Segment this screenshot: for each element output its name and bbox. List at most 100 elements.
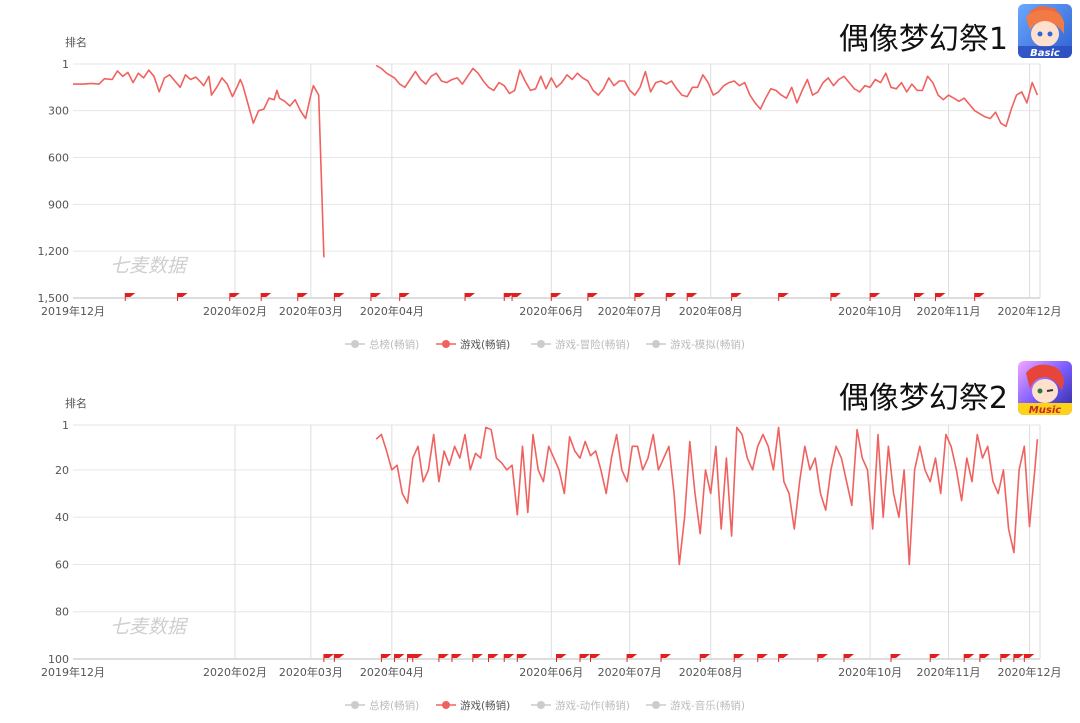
event-flag-banner xyxy=(177,293,188,297)
event-flag xyxy=(626,654,638,662)
y-tick-label: 1,500 xyxy=(38,292,70,305)
event-flag xyxy=(472,654,483,662)
event-flag-banner xyxy=(731,293,742,297)
event-flag-banner xyxy=(465,293,476,297)
event-flag xyxy=(963,654,975,662)
event-flag-banner xyxy=(830,293,841,297)
y-tick-label: 60 xyxy=(55,558,69,571)
event-flag-banner xyxy=(734,654,745,658)
event-flag xyxy=(733,654,745,662)
event-flag xyxy=(934,293,946,301)
watermark: 七麦数据 xyxy=(110,616,189,638)
event-flag-banner xyxy=(488,654,499,658)
event-flag xyxy=(1013,654,1024,662)
legend-label: 游戏-音乐(畅销) xyxy=(670,699,745,712)
x-tick-label: 2020年12月 xyxy=(998,304,1062,318)
event-flag-banner xyxy=(914,293,925,297)
event-flag xyxy=(370,293,381,301)
event-flag-banner xyxy=(843,654,854,658)
legend-item: 游戏-模拟(畅销) xyxy=(646,338,745,351)
x-tick-label: 2020年06月 xyxy=(519,304,583,318)
event-flag-banner xyxy=(580,654,591,658)
event-flag xyxy=(778,293,789,301)
event-flag xyxy=(843,654,854,662)
x-tick-label: 2020年08月 xyxy=(679,665,743,679)
event-flag-banner xyxy=(590,654,601,658)
event-flag xyxy=(556,654,567,662)
legend-item: 游戏-动作(畅销) xyxy=(531,699,630,712)
y-tick-label: 20 xyxy=(55,464,69,477)
app-icon: Basic xyxy=(1018,4,1072,58)
event-flag-banner xyxy=(334,293,345,297)
event-flag xyxy=(869,293,881,301)
x-tick-label: 2020年03月 xyxy=(279,665,343,679)
legend-label: 总榜(畅销) xyxy=(369,338,419,351)
legend-marker xyxy=(351,340,359,348)
x-tick-label: 2019年12月 xyxy=(41,304,105,318)
legend-item: 总榜(畅销) xyxy=(345,338,419,351)
event-flag xyxy=(1000,654,1011,662)
series-line xyxy=(375,426,1039,566)
y-tick-label: 1 xyxy=(62,419,69,432)
event-flag xyxy=(830,293,841,301)
x-tick-label: 2020年07月 xyxy=(598,665,662,679)
event-flag-banner xyxy=(229,293,240,297)
event-flag-banner xyxy=(687,293,698,297)
x-tick-label: 2020年02月 xyxy=(203,304,267,318)
event-flag xyxy=(929,654,941,662)
legend-marker xyxy=(442,701,450,709)
legend-label: 游戏(畅销) xyxy=(460,338,510,351)
event-flag-banner xyxy=(1000,654,1011,658)
event-flag xyxy=(333,654,345,662)
legend-label: 游戏-模拟(畅销) xyxy=(670,338,745,351)
event-flag-banner xyxy=(551,293,562,297)
event-flag-banner xyxy=(399,293,410,297)
svg-text:Music: Music xyxy=(1029,405,1061,415)
event-flag xyxy=(817,654,828,662)
event-flag-banner xyxy=(817,654,828,658)
event-flag-banner xyxy=(504,654,515,658)
svg-text:Basic: Basic xyxy=(1030,48,1060,58)
y-tick-label: 600 xyxy=(48,152,69,165)
event-flag-banner xyxy=(517,654,528,658)
x-tick-label: 2020年02月 xyxy=(203,665,267,679)
y-tick-label: 300 xyxy=(48,105,69,118)
legend-item: 总榜(畅销) xyxy=(345,699,419,712)
y-tick-label: 80 xyxy=(55,606,69,619)
event-flag-banner xyxy=(125,293,136,297)
event-flag xyxy=(587,293,598,301)
series-line xyxy=(73,64,1039,258)
x-tick-label: 2020年07月 xyxy=(598,304,662,318)
legend-label: 游戏(畅销) xyxy=(460,699,510,712)
event-flag xyxy=(731,293,742,301)
event-flag xyxy=(914,293,925,301)
chart-title: 偶像梦幻祭2 xyxy=(838,381,1008,416)
event-flag xyxy=(660,654,672,662)
legend-label: 总榜(畅销) xyxy=(369,699,419,712)
event-flag-banner xyxy=(512,293,523,297)
event-flag-banner xyxy=(334,654,345,658)
x-tick-label: 2020年12月 xyxy=(998,665,1062,679)
event-flag-banner xyxy=(634,293,645,297)
event-flag xyxy=(451,654,462,662)
event-flag xyxy=(438,654,449,662)
y-axis-label: 排名 xyxy=(65,35,87,49)
event-flag xyxy=(399,293,410,301)
event-flag xyxy=(297,293,308,301)
event-flag xyxy=(393,654,405,662)
event-flag-banner xyxy=(627,654,638,658)
event-flag xyxy=(464,293,476,301)
x-tick-label: 2019年12月 xyxy=(41,665,105,679)
event-flag xyxy=(550,293,562,301)
event-flag xyxy=(757,654,768,662)
event-flag xyxy=(260,293,272,301)
event-flag-banner xyxy=(297,293,308,297)
y-tick-label: 100 xyxy=(48,653,69,666)
event-flag-banner xyxy=(394,654,405,658)
event-flag xyxy=(229,293,240,301)
x-tick-label: 2020年10月 xyxy=(838,665,902,679)
event-flag-banner xyxy=(935,293,946,297)
event-flag xyxy=(380,654,392,662)
event-flag-banner xyxy=(870,293,881,297)
